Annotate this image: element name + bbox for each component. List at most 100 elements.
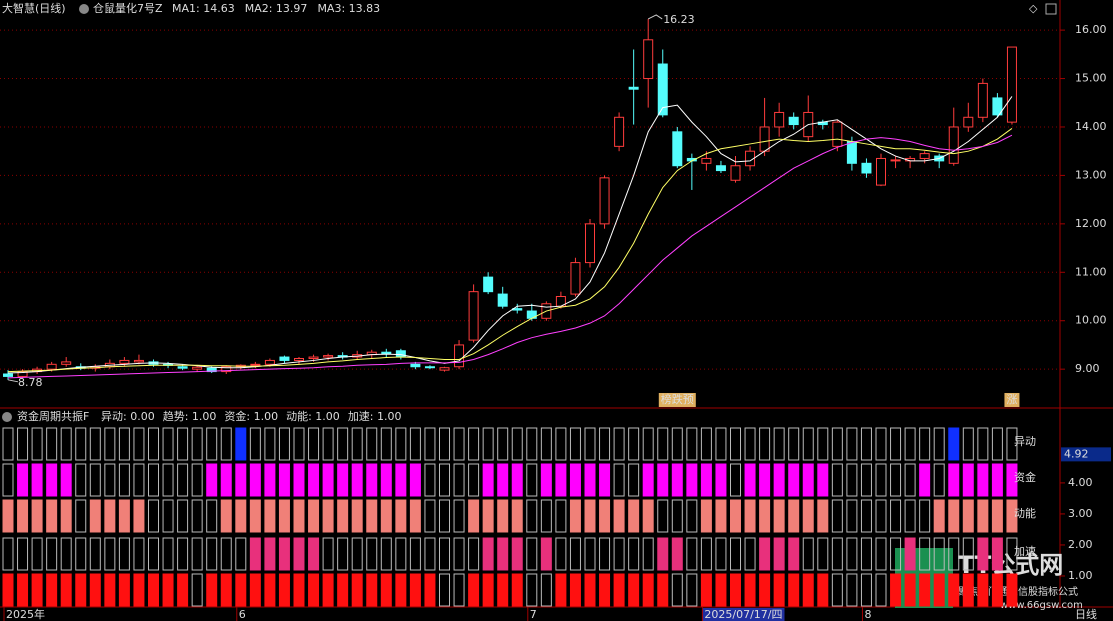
signal-cell	[322, 463, 334, 497]
indicator-legend: 异动: 0.00	[101, 410, 155, 423]
signal-cell	[642, 463, 654, 497]
signal-cell	[671, 537, 683, 571]
signal-cell	[249, 463, 261, 497]
candle-body	[279, 356, 290, 361]
signal-cell	[337, 499, 349, 533]
signal-cell	[118, 463, 130, 497]
signal-cell	[599, 537, 611, 571]
candle-body	[963, 116, 974, 128]
signal-cell	[875, 573, 887, 607]
indicator-legend: 动能: 1.00	[286, 409, 340, 423]
signal-cell	[788, 427, 800, 461]
signal-cell	[511, 499, 523, 533]
signal-cell	[46, 463, 58, 497]
signal-cell	[75, 573, 87, 607]
signal-cell	[991, 573, 1003, 607]
signal-cell	[133, 463, 145, 497]
signal-cell	[235, 427, 247, 461]
signal-cell	[104, 537, 116, 571]
signal-cell	[511, 463, 523, 497]
signal-cell	[744, 537, 756, 571]
signal-cell	[482, 427, 494, 461]
legend-entry: MA2: 13.97	[245, 2, 308, 15]
signal-cell	[351, 573, 363, 607]
candle-body	[585, 223, 595, 264]
candle-body	[61, 361, 72, 365]
ma-line	[7, 128, 1013, 373]
signal-cell	[308, 463, 320, 497]
window-icon[interactable]	[1045, 3, 1057, 15]
signal-cell	[235, 573, 247, 607]
signal-cell	[17, 463, 29, 497]
signal-cell	[278, 463, 290, 497]
signal-cell	[831, 499, 843, 533]
signal-cell	[599, 499, 611, 533]
signal-cell	[278, 427, 290, 461]
menu-icon[interactable]	[2, 412, 12, 422]
candle-body	[876, 157, 886, 186]
signal-cell	[424, 427, 436, 461]
signal-cell	[977, 537, 989, 571]
signal-cell	[686, 499, 698, 533]
candle-body	[788, 116, 799, 126]
signal-cell	[904, 537, 916, 571]
signal-cell	[497, 573, 509, 607]
signal-cell	[497, 537, 509, 571]
signal-cell	[730, 573, 741, 607]
signal-cell	[395, 499, 407, 533]
diamond-icon[interactable]: ◇	[1029, 2, 1038, 15]
signal-cell	[482, 499, 494, 533]
signal-cell	[60, 463, 72, 497]
signal-cell	[860, 537, 872, 571]
signal-cell	[453, 463, 465, 497]
signal-cell	[89, 573, 101, 607]
signal-cell	[948, 427, 960, 461]
signal-cell	[890, 537, 902, 571]
signal-cell	[919, 573, 931, 607]
signal-cell	[264, 499, 276, 533]
signal-cell	[875, 499, 887, 533]
signal-cell	[569, 427, 581, 461]
signal-cell	[817, 573, 829, 607]
menu-icon[interactable]	[79, 4, 89, 14]
signal-cell	[759, 463, 771, 497]
signal-cell	[31, 463, 43, 497]
signal-cell	[395, 573, 407, 607]
signal-cell	[482, 573, 494, 607]
signal-cell	[424, 499, 436, 533]
signal-cell	[148, 427, 159, 461]
signal-cell	[671, 427, 683, 461]
signal-cell	[613, 463, 625, 497]
signal-cell	[788, 499, 800, 533]
signal-cell	[366, 573, 378, 607]
signal-cell	[744, 463, 756, 497]
signal-cell	[75, 427, 87, 461]
signal: 榜跌预	[658, 392, 696, 407]
signal-cell	[919, 463, 931, 497]
signal-cell	[657, 427, 669, 461]
signal-box	[1004, 393, 1020, 407]
signal-cell	[788, 463, 800, 497]
signal-cell	[773, 573, 785, 607]
signal-cell	[468, 499, 480, 533]
signal-cell	[482, 463, 494, 497]
signal-cell	[831, 427, 843, 461]
signal-cell	[860, 573, 872, 607]
signal-cell	[540, 499, 552, 533]
signal-cell	[817, 463, 829, 497]
signal-cell	[177, 427, 189, 461]
signal-cell	[962, 463, 974, 497]
signal-cell	[2, 463, 14, 497]
signal-cell	[1006, 573, 1018, 607]
signal-cell	[569, 463, 581, 497]
signal-cell	[104, 427, 116, 461]
candle-body	[294, 358, 304, 361]
signal-cell	[148, 499, 159, 533]
signal-cell	[933, 499, 945, 533]
signal-cell	[700, 463, 712, 497]
signal-cell	[322, 537, 334, 571]
signal-cell	[962, 427, 974, 461]
signal-cell	[2, 499, 14, 533]
signal-cell	[1006, 537, 1018, 571]
signal-cell	[395, 537, 407, 571]
